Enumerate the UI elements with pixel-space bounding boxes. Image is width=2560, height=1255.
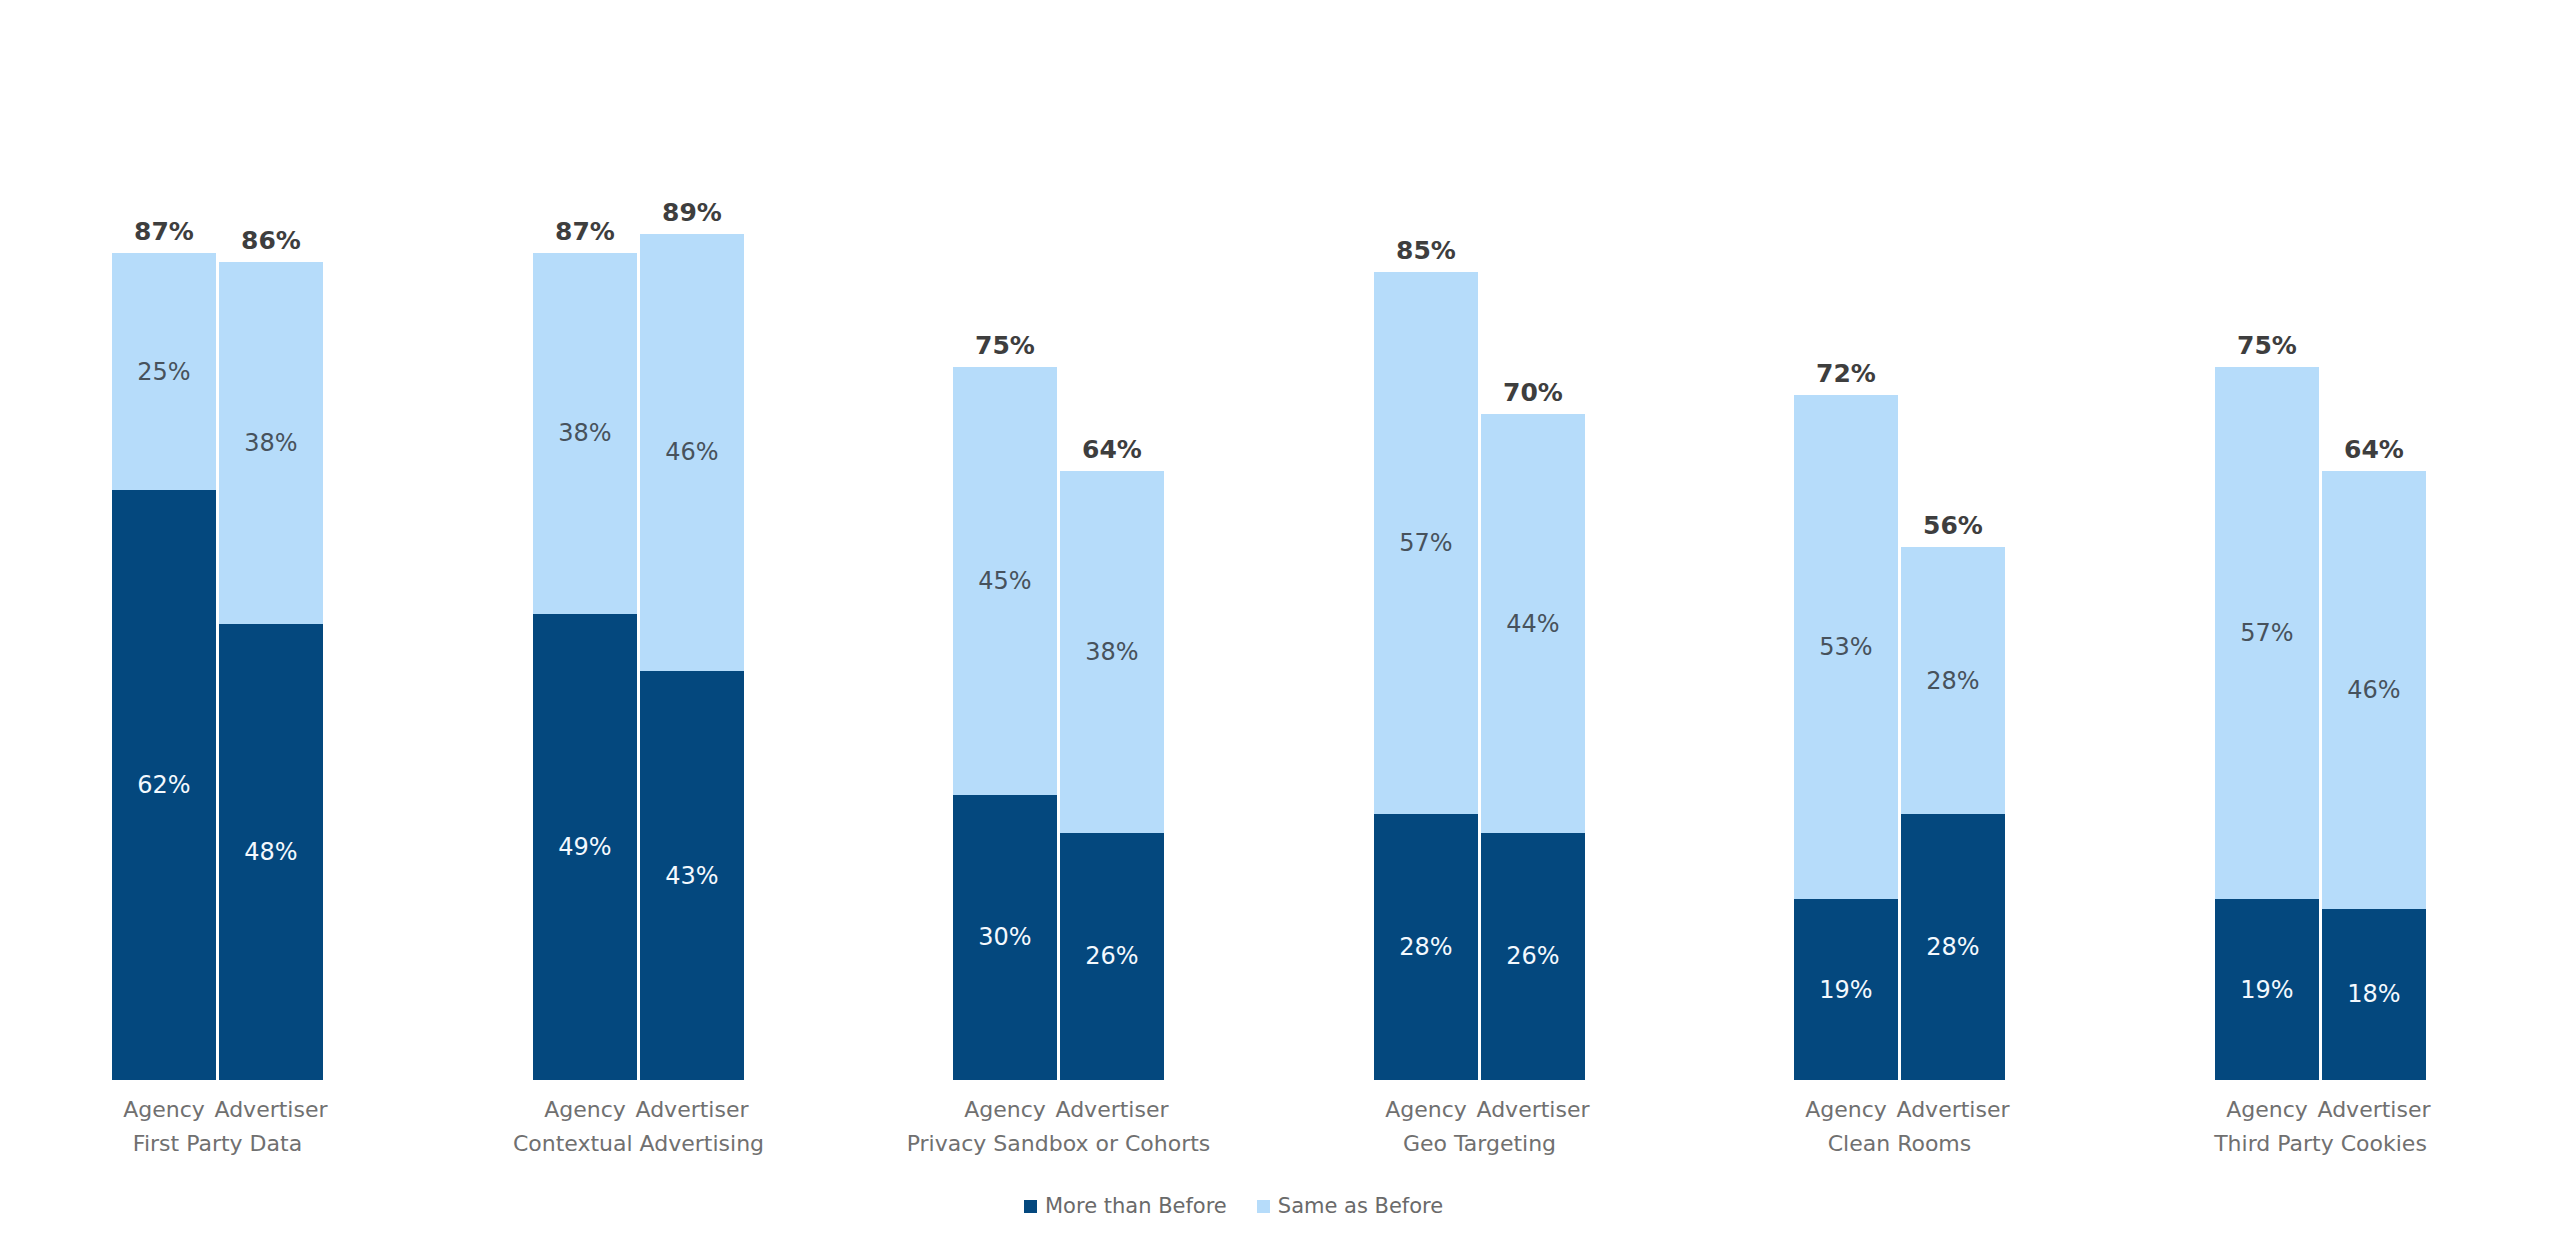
bar-group-clean-rooms: 72%53%19%Agency56%28%28%AdvertiserClean … xyxy=(1794,0,2005,1255)
legend-item-same-as-before: Same as Before xyxy=(1257,1194,1443,1218)
legend-item-more-than-before: More than Before xyxy=(1024,1194,1227,1218)
stacked-bar-chart: 87%25%62%Agency86%38%48%AdvertiserFirst … xyxy=(0,0,2560,1255)
segment-same-as-before: 57% xyxy=(1374,272,1478,814)
group-label-clean-rooms: Clean Rooms xyxy=(1734,1130,2065,1158)
bar-advertiser: 64%38%26% xyxy=(1060,471,1164,1080)
chart-plot-area: 87%25%62%Agency86%38%48%AdvertiserFirst … xyxy=(0,0,2560,1255)
segment-same-as-before: 38% xyxy=(219,262,323,623)
bar-advertiser: 86%38%48% xyxy=(219,262,323,1080)
total-value-label: 64% xyxy=(2282,435,2466,464)
axis-label-advertiser: Advertiser xyxy=(2292,1096,2456,1124)
segment-more-than-before: 26% xyxy=(1481,833,1585,1080)
axis-label-advertiser: Advertiser xyxy=(1451,1096,1615,1124)
total-value-label: 75% xyxy=(913,331,1097,360)
legend-swatch-same-as-before-icon xyxy=(1257,1200,1270,1213)
segment-more-than-before: 18% xyxy=(2322,909,2426,1080)
segment-same-as-before: 28% xyxy=(1901,547,2005,813)
segment-same-as-before: 25% xyxy=(112,253,216,491)
total-value-label: 85% xyxy=(1334,236,1518,265)
total-value-label: 56% xyxy=(1861,511,2045,540)
bar-group-third-party-cookies: 75%57%19%Agency64%46%18%AdvertiserThird … xyxy=(2215,0,2426,1255)
group-label-contextual-advertising: Contextual Advertising xyxy=(473,1130,804,1158)
segment-same-as-before: 45% xyxy=(953,367,1057,795)
bar-group-contextual-advertising: 87%38%49%Agency89%46%43%AdvertiserContex… xyxy=(533,0,744,1255)
segment-same-as-before: 46% xyxy=(2322,471,2426,908)
group-label-first-party-data: First Party Data xyxy=(52,1130,383,1158)
group-label-privacy-sandbox-or-cohorts: Privacy Sandbox or Cohorts xyxy=(893,1130,1224,1158)
segment-more-than-before: 28% xyxy=(1374,814,1478,1080)
segment-more-than-before: 19% xyxy=(2215,899,2319,1080)
axis-label-advertiser: Advertiser xyxy=(189,1096,353,1124)
bar-agency: 87%38%49% xyxy=(533,253,637,1080)
bar-group-privacy-sandbox-or-cohorts: 75%45%30%Agency64%38%26%AdvertiserPrivac… xyxy=(953,0,1164,1255)
segment-more-than-before: 43% xyxy=(640,671,744,1080)
segment-same-as-before: 38% xyxy=(1060,471,1164,832)
bar-advertiser: 56%28%28% xyxy=(1901,547,2005,1080)
chart-legend: More than Before Same as Before xyxy=(1024,1194,1443,1218)
legend-label-same-as-before: Same as Before xyxy=(1278,1194,1443,1218)
segment-more-than-before: 48% xyxy=(219,624,323,1080)
segment-same-as-before: 46% xyxy=(640,234,744,671)
total-value-label: 75% xyxy=(2175,331,2359,360)
bar-group-first-party-data: 87%25%62%Agency86%38%48%AdvertiserFirst … xyxy=(112,0,323,1255)
group-label-third-party-cookies: Third Party Cookies xyxy=(2155,1130,2486,1158)
total-value-label: 64% xyxy=(1020,435,1204,464)
segment-more-than-before: 26% xyxy=(1060,833,1164,1080)
bar-agency: 75%45%30% xyxy=(953,367,1057,1080)
segment-more-than-before: 49% xyxy=(533,614,637,1080)
segment-more-than-before: 30% xyxy=(953,795,1057,1080)
bar-agency: 72%53%19% xyxy=(1794,395,1898,1080)
axis-label-advertiser: Advertiser xyxy=(610,1096,774,1124)
group-label-geo-targeting: Geo Targeting xyxy=(1314,1130,1645,1158)
total-value-label: 89% xyxy=(600,198,784,227)
legend-label-more-than-before: More than Before xyxy=(1045,1194,1227,1218)
segment-more-than-before: 19% xyxy=(1794,899,1898,1080)
bar-group-geo-targeting: 85%57%28%Agency70%44%26%AdvertiserGeo Ta… xyxy=(1374,0,1585,1255)
total-value-label: 86% xyxy=(179,226,363,255)
bar-advertiser: 70%44%26% xyxy=(1481,414,1585,1080)
segment-same-as-before: 53% xyxy=(1794,395,1898,899)
axis-label-advertiser: Advertiser xyxy=(1030,1096,1194,1124)
total-value-label: 72% xyxy=(1754,359,1938,388)
bar-advertiser: 64%46%18% xyxy=(2322,471,2426,1080)
legend-swatch-more-than-before-icon xyxy=(1024,1200,1037,1213)
bar-agency: 87%25%62% xyxy=(112,253,216,1080)
segment-more-than-before: 28% xyxy=(1901,814,2005,1080)
bar-advertiser: 89%46%43% xyxy=(640,234,744,1080)
segment-same-as-before: 44% xyxy=(1481,414,1585,832)
bar-agency: 75%57%19% xyxy=(2215,367,2319,1080)
segment-same-as-before: 38% xyxy=(533,253,637,614)
total-value-label: 70% xyxy=(1441,378,1625,407)
segment-more-than-before: 62% xyxy=(112,490,216,1080)
axis-label-advertiser: Advertiser xyxy=(1871,1096,2035,1124)
